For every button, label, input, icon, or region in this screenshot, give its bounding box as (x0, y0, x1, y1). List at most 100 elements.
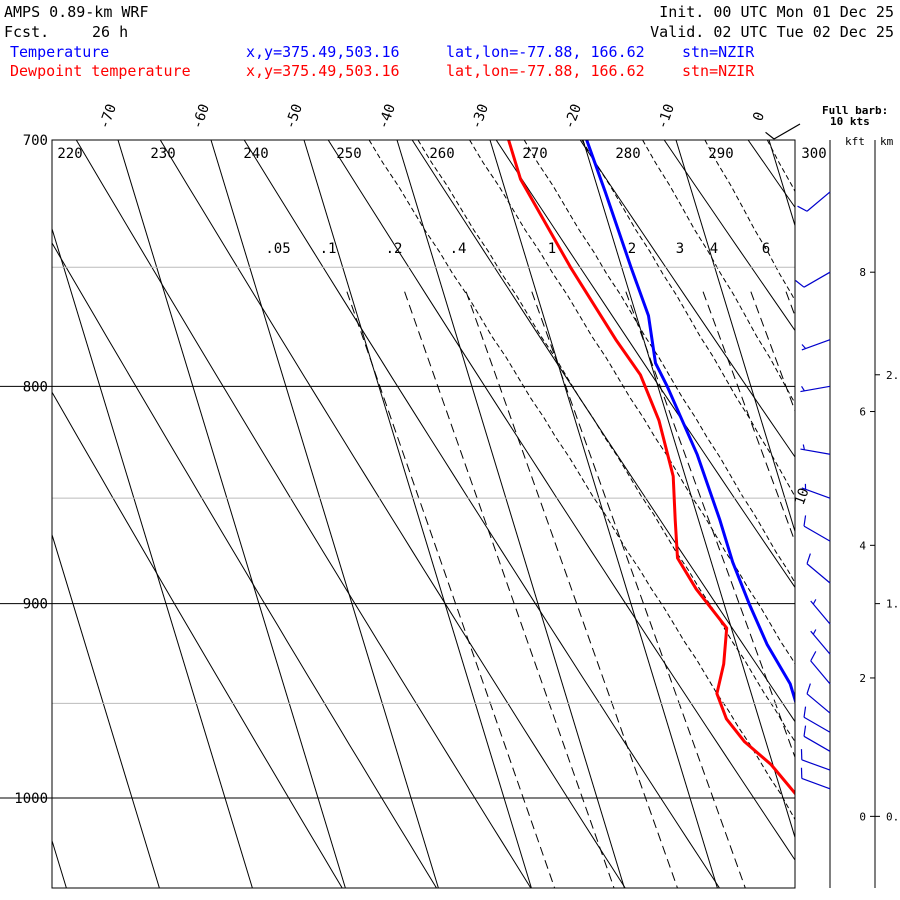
isotherm-label: 0 (750, 110, 768, 123)
legend-dewpoint-coords: x,y=375.49,503.16 (246, 62, 400, 80)
forecast-hour: 26 h (92, 23, 129, 41)
wind-barb (797, 191, 831, 212)
mixing-ratio-line (625, 291, 795, 759)
isotherm-label: 10 (792, 486, 813, 507)
km-label: 2. (886, 369, 899, 382)
wind-barb (803, 725, 831, 752)
theta-label: 220 (57, 146, 82, 162)
legend-dewpoint-station: stn=NZIR (682, 62, 755, 80)
wind-barb (806, 683, 831, 714)
dewpoint-temperature-profile (507, 140, 795, 796)
wind-barb (806, 553, 831, 584)
moist-adiabat-line (523, 140, 795, 584)
mixing-ratio-label: .2 (386, 241, 403, 257)
wind-barb (810, 629, 831, 655)
mixing-ratio-label: 6 (762, 241, 770, 257)
wind-barb (801, 483, 831, 499)
wind-barb (810, 651, 831, 685)
mixing-ratio-label: 2 (628, 241, 636, 257)
isotherm-line (862, 140, 900, 888)
isotherm-line (303, 140, 532, 888)
isotherm-line (396, 140, 625, 888)
wind-barb (800, 385, 831, 393)
pressure-label: 900 (23, 597, 48, 613)
theta-label: 290 (708, 146, 733, 162)
pressure-label: 700 (23, 133, 48, 149)
legend-temperature-coords: x,y=375.49,503.16 (246, 43, 400, 61)
wind-barb (795, 271, 831, 288)
mixing-ratio-line (465, 291, 678, 888)
isotherm-label: -30 (468, 102, 492, 131)
moist-adiabat-line (642, 140, 795, 404)
dry-adiabat-line (579, 140, 795, 458)
isotherm-label: -20 (561, 102, 585, 131)
dry-adiabat-line (495, 140, 795, 589)
mixing-ratio-label: .4 (450, 241, 467, 257)
theta-label: 230 (150, 146, 175, 162)
mixing-ratio-label: 1 (548, 241, 556, 257)
km-label: 0. (886, 810, 899, 823)
mixing-ratio-label: 3 (676, 241, 684, 257)
mixing-ratio-line (702, 291, 795, 544)
isotherm-line (675, 140, 795, 534)
moist-adiabat-line (704, 140, 795, 302)
mixing-ratio-line (346, 291, 556, 888)
isotherm-label: -60 (189, 102, 213, 131)
moist-adiabat-line (469, 140, 795, 665)
kft-label: kft (845, 135, 865, 148)
dry-adiabat-line (75, 140, 532, 888)
isotherm-line (210, 140, 439, 888)
kft-label: 4 (859, 539, 866, 552)
wind-barb (800, 749, 831, 771)
theta-label: 240 (243, 146, 268, 162)
kft-label: 6 (859, 406, 866, 419)
wind-barb (800, 767, 831, 790)
dry-adiabat-line (832, 140, 900, 888)
dry-adiabat-line (52, 242, 437, 888)
mixing-ratio-label: .1 (320, 241, 337, 257)
theta-label: 280 (615, 146, 640, 162)
isotherm-label: -70 (96, 102, 120, 131)
isotherm-line (52, 838, 67, 888)
barb-legend-line1: Full barb: (822, 104, 888, 117)
dry-adiabat-line (52, 391, 343, 888)
isotherm-label: -50 (282, 102, 306, 131)
isotherm-line (582, 140, 795, 840)
kft-label: 0 (859, 810, 866, 823)
legend-dewpoint-name: Dewpoint temperature (10, 62, 191, 80)
init-time: Init. 00 UTC Mon 01 Dec 25 (659, 3, 894, 21)
km-label: 1. (886, 598, 899, 611)
pressure-label: 1000 (14, 791, 48, 807)
wind-barb (801, 339, 831, 351)
dry-adiabat-line (663, 140, 795, 332)
legend-temperature-latlon: lat,lon=-77.88, 166.62 (446, 43, 645, 61)
mixing-ratio-line (750, 291, 795, 413)
barb-legend-line2: 10 kts (830, 115, 870, 128)
dry-adiabat-line (243, 140, 720, 888)
moist-adiabat-line (888, 140, 900, 888)
theta-label: 260 (429, 146, 454, 162)
plot-frame (51, 139, 796, 889)
wind-barb (803, 515, 831, 542)
moist-adiabat-line (829, 140, 900, 888)
wind-barb (810, 599, 831, 625)
mixing-ratio-label: .05 (265, 241, 290, 257)
kft-label: 8 (859, 266, 866, 279)
moist-adiabat-line (581, 140, 795, 498)
legend-temperature-station: stn=NZIR (682, 43, 755, 61)
moist-adiabat-line (766, 140, 795, 193)
theta-label: 270 (522, 146, 547, 162)
valid-time: Valid. 02 UTC Tue 02 Dec 25 (650, 23, 894, 41)
mixing-ratio-line (404, 291, 615, 888)
legend-temperature-name: Temperature (10, 43, 110, 61)
temperature-profile (585, 140, 795, 705)
legend-dewpoint-latlon: lat,lon=-77.88, 166.62 (446, 62, 645, 80)
dry-adiabat-line (747, 140, 795, 209)
forecast-label: Fcst. (4, 23, 50, 41)
wind-barb (765, 123, 801, 140)
dry-adiabat-line (159, 140, 626, 888)
model-title: AMPS 0.89-km WRF (4, 3, 149, 21)
mixing-ratio-label: 4 (710, 241, 718, 257)
isotherm-line (117, 140, 346, 888)
